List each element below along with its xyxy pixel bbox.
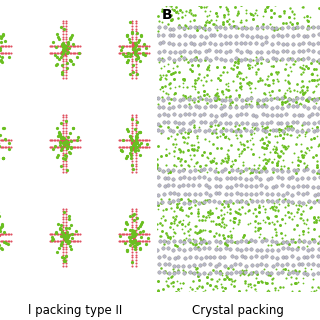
Text: l packing type II: l packing type II bbox=[28, 304, 122, 317]
Text: B: B bbox=[162, 8, 172, 22]
Text: Crystal packing: Crystal packing bbox=[192, 304, 284, 317]
